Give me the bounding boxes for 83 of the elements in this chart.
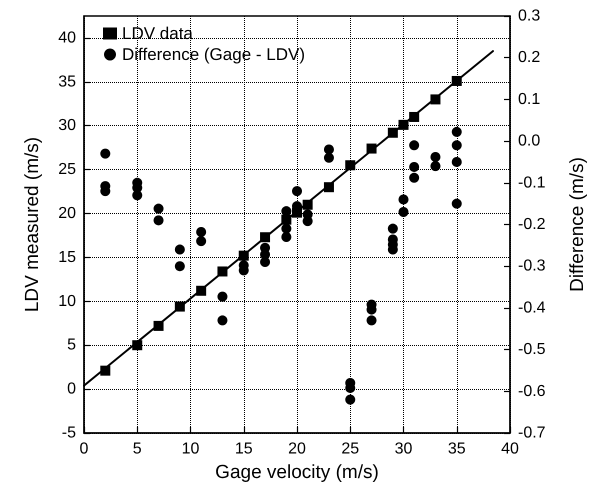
point — [260, 232, 270, 242]
point — [409, 162, 420, 172]
y-tick-label: 35 — [58, 73, 76, 90]
point — [366, 315, 377, 326]
point — [217, 266, 228, 276]
y2-tick-label: -0.1 — [518, 174, 546, 192]
y-axis-title: LDV measured (m/s) — [22, 136, 43, 312]
point — [452, 126, 462, 137]
point — [154, 215, 164, 226]
point — [174, 302, 185, 312]
point — [452, 76, 462, 86]
point — [366, 144, 377, 154]
point — [345, 394, 356, 405]
point — [196, 227, 206, 238]
point — [100, 366, 110, 376]
y-tick-label: 25 — [58, 161, 76, 178]
point — [217, 292, 228, 302]
y-tick-label: -5 — [62, 424, 76, 442]
y-tick-label: 5 — [67, 336, 76, 354]
y2-tick-label: -0.7 — [518, 424, 546, 442]
point — [452, 156, 462, 167]
point — [409, 140, 420, 150]
point — [452, 198, 462, 209]
point — [132, 190, 142, 200]
x-tick-label: 10 — [182, 440, 200, 458]
point — [174, 261, 185, 272]
x-tick-label: 5 — [132, 440, 142, 458]
point — [324, 144, 334, 154]
x-tick-label: 20 — [288, 440, 306, 458]
x-tick-label: 30 — [394, 440, 412, 458]
y-tick-label: 0 — [67, 380, 76, 398]
point — [398, 194, 408, 204]
point — [238, 250, 249, 261]
point — [281, 232, 292, 242]
x-tick-label: 0 — [80, 440, 89, 458]
y2-axis-title: Difference (m/s) — [567, 157, 588, 292]
y-tick-label: 30 — [58, 117, 76, 134]
y2-tick-label: 0.3 — [518, 8, 540, 24]
point — [196, 286, 206, 296]
legend-label: Difference (Gage - LDV) — [122, 45, 305, 64]
y2-tick-label: 0.0 — [518, 132, 540, 150]
point — [292, 208, 302, 218]
x-tick-label: 35 — [448, 440, 466, 458]
y-tick-label: 20 — [58, 205, 76, 222]
point — [345, 160, 356, 170]
point — [430, 152, 440, 162]
point — [217, 315, 228, 326]
point — [100, 148, 110, 159]
y2-tick-label: -0.4 — [518, 299, 546, 316]
point — [452, 140, 462, 150]
y-tick-label: 15 — [58, 248, 76, 266]
point — [409, 112, 420, 122]
y2-tick-label: -0.2 — [518, 216, 546, 233]
point — [430, 161, 440, 172]
point — [302, 216, 313, 226]
point — [388, 224, 398, 234]
point — [281, 214, 292, 225]
point — [196, 236, 206, 246]
x-tick-label: 25 — [341, 440, 360, 458]
point — [154, 204, 164, 214]
y2-tick-label: 0.2 — [518, 49, 540, 66]
point — [388, 128, 398, 138]
point — [324, 152, 334, 163]
point — [409, 172, 420, 183]
point — [324, 182, 334, 192]
point — [302, 200, 313, 210]
y-tick-label: 10 — [58, 292, 76, 310]
y-tick-label: 40 — [58, 29, 76, 46]
point — [132, 340, 142, 350]
x-axis-title: Gage velocity (m/s) — [215, 462, 379, 483]
point — [292, 186, 302, 196]
y2-tick-label: 0.1 — [518, 90, 540, 108]
y2-tick-label: -0.5 — [518, 341, 546, 358]
point — [174, 244, 185, 255]
x-tick-label: 15 — [234, 440, 253, 458]
point — [154, 320, 164, 331]
x-tick-label: 40 — [501, 440, 519, 458]
point — [260, 257, 270, 268]
point — [430, 94, 440, 104]
y2-tick-label: -0.6 — [518, 382, 546, 400]
point — [398, 206, 408, 217]
y2-tick-label: -0.3 — [518, 258, 546, 275]
point — [398, 120, 408, 130]
